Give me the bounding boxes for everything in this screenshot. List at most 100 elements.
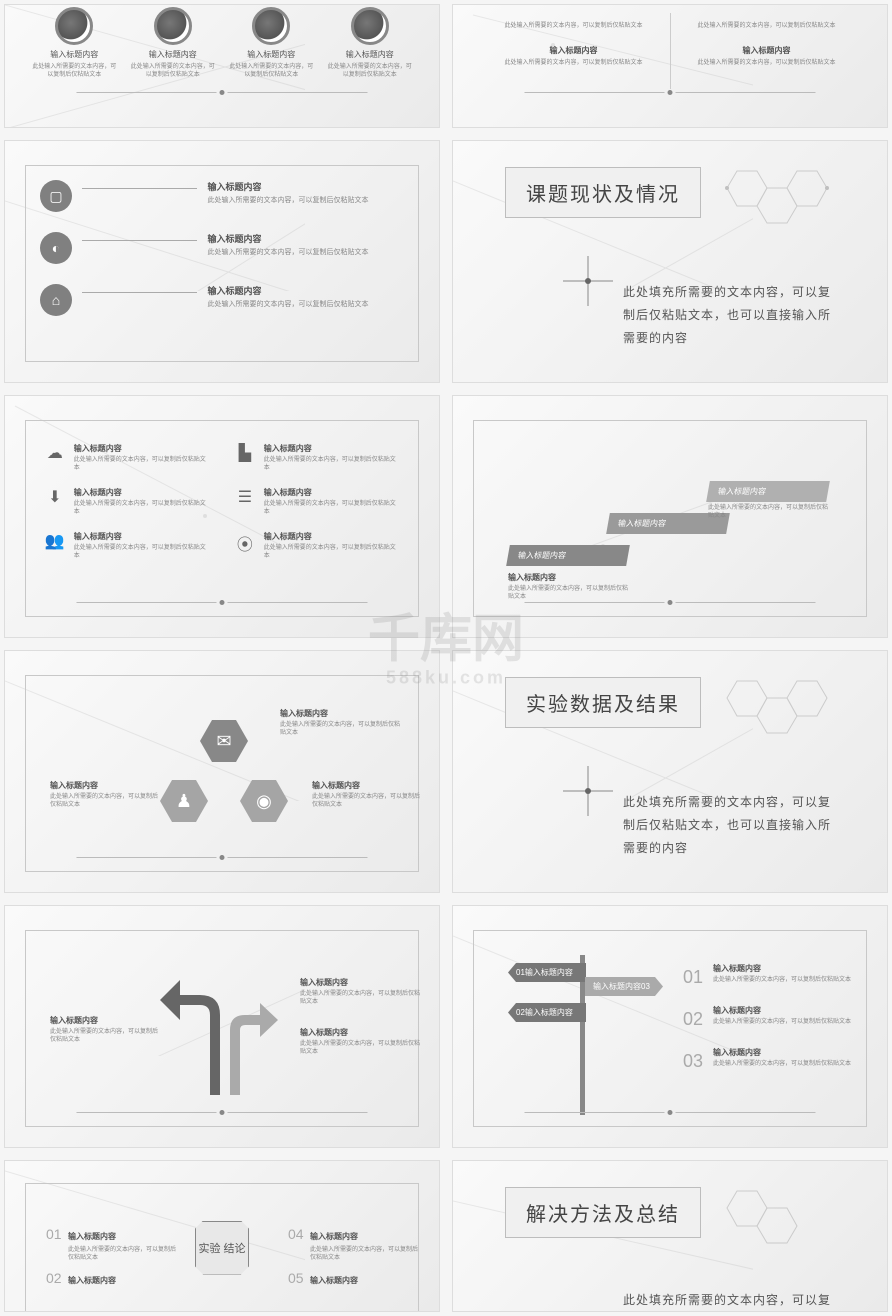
item-title: 输入标题内容 (264, 443, 400, 454)
num: 05 (288, 1270, 310, 1286)
num: 02 (46, 1270, 68, 1286)
slide-1: 输入标题内容此处输入所需要的文本内容，可以复制后仅粘贴文本 输入标题内容此处输入… (4, 4, 440, 128)
section-title: 解决方法及总结 (505, 1187, 701, 1238)
item-title: 输入标题内容 (264, 487, 400, 498)
item-body: 此处输入所需要的文本内容，可以复制后仅粘贴文本 (207, 248, 404, 258)
bulb-icon: ◐ (40, 232, 72, 264)
hex-title: 输入标题内容 (312, 780, 422, 791)
chart-icon: ▙ (234, 443, 256, 465)
center-badge: 实验 结论 (195, 1221, 249, 1275)
circle-icon (351, 7, 389, 45)
step-title: 输入标题内容 (508, 572, 628, 583)
item-title: 输入标题内容 (207, 284, 404, 297)
hexagon-cluster-icon (707, 1181, 847, 1271)
circle-icon (252, 7, 290, 45)
cloud-icon: ☁ (44, 443, 66, 465)
col-body: 此处输入所需要的文本内容，可以复制后仅粘贴文本 (487, 22, 660, 31)
item-title: 输入标题内容 (713, 963, 863, 974)
item-body: 此处输入所需要的文本内容，可以复制后仅粘贴文本 (74, 544, 210, 561)
item-title: 输入标题内容 (207, 180, 404, 193)
slide-12-section: 解决方法及总结 此处填充所需要的文本内容，可以复制后仅粘贴文本，也可以直接输入所… (452, 1160, 888, 1312)
col-title: 输入标题内容 (25, 49, 124, 60)
item-body: 此处输入所需要的文本内容，可以复制后仅粘贴文本 (74, 456, 210, 473)
item-title: 输入标题内容 (74, 443, 210, 454)
item-title: 输入标题内容 (310, 1276, 358, 1285)
split-arrows-icon (160, 975, 280, 1095)
item-title: 输入标题内容 (68, 1232, 116, 1241)
connector-icon (563, 761, 623, 821)
monitor-icon: ▢ (40, 180, 72, 212)
document-icon: ☰ (234, 487, 256, 509)
slide-5: ☁输入标题内容此处输入所需要的文本内容，可以复制后仅粘贴文本 ▙输入标题内容此处… (4, 395, 440, 638)
col-body: 此处输入所需要的文本内容，可以复制后仅粘贴文本 (680, 22, 853, 31)
item-body: 此处输入所需要的文本内容，可以复制后仅粘贴文本 (74, 500, 210, 517)
footer-divider (220, 90, 225, 95)
col-body: 此处输入所需要的文本内容，可以复制后仅粘贴文本 (222, 63, 321, 80)
item-body: 此处输入所需要的文本内容，可以复制后仅粘贴文本 (207, 196, 404, 206)
hexagon-cluster-icon (707, 671, 847, 761)
slide-9: 输入标题内容此处输入所需要的文本内容，可以复制后仅粘贴文本 输入标题内容此处输入… (4, 905, 440, 1148)
item-title: 输入标题内容 (310, 1232, 358, 1241)
col-body: 此处输入所需要的文本内容，可以复制后仅粘贴文本 (680, 59, 853, 68)
col-body: 此处输入所需要的文本内容，可以复制后仅粘贴文本 (25, 63, 124, 80)
slide-4-section: 课题现状及情况 此处填充所需要的文本内容，可以复制后仅粘贴文本，也可以直接输入所… (452, 140, 888, 383)
step-3: 输入标题内容输入标题内容此处输入所需要的文本内容，可以复制后仅粘贴文本 (708, 481, 828, 521)
arrow-title: 输入标题内容 (300, 1027, 420, 1038)
section-desc: 此处填充所需要的文本内容，可以复制后仅粘贴文本，也可以直接输入所需要的内容 (623, 791, 837, 859)
hex-body: 此处输入所需要的文本内容，可以复制后仅粘贴文本 (50, 793, 160, 810)
footer-divider (668, 90, 673, 95)
col-title: 输入标题内容 (680, 45, 853, 56)
item-body: 此处输入所需要的文本内容，可以复制后仅粘贴文本 (713, 976, 863, 984)
item-title: 输入标题内容 (713, 1047, 863, 1058)
section-title: 实验数据及结果 (505, 677, 701, 728)
item-title: 输入标题内容 (74, 487, 210, 498)
sign-left-1: 01输入标题内容 (508, 963, 586, 982)
step-bar: 输入标题内容 (506, 545, 630, 566)
people-icon: 👥 (44, 531, 66, 553)
item-body: 此处输入所需要的文本内容，可以复制后仅粘贴文本 (264, 544, 400, 561)
hexagon-person-icon: ♟ (160, 780, 208, 822)
item-body: 此处输入所需要的文本内容，可以复制后仅粘贴文本 (207, 300, 404, 310)
section-desc: 此处填充所需要的文本内容，可以复制后仅粘贴文本，也可以直接输入所需要的内容 (623, 281, 837, 349)
item-title: 输入标题内容 (68, 1276, 116, 1285)
vertical-divider (670, 13, 671, 89)
sign-right: 输入标题内容03 (585, 977, 663, 996)
item-body: 此处输入所需要的文本内容，可以复制后仅粘贴文本 (713, 1060, 863, 1068)
num: 01 (46, 1226, 68, 1242)
item-body: 此处输入所需要的文本内容，可以复制后仅粘贴文本 (264, 456, 400, 473)
section-title: 课题现状及情况 (505, 167, 701, 218)
slide-grid: 输入标题内容此处输入所需要的文本内容，可以复制后仅粘贴文本 输入标题内容此处输入… (4, 4, 888, 1312)
col-title: 输入标题内容 (321, 49, 420, 60)
slide-3: ▢ 输入标题内容此处输入所需要的文本内容，可以复制后仅粘贴文本 ◐ 输入标题内容此处… (4, 140, 440, 383)
item-title: 输入标题内容 (713, 1005, 863, 1016)
arrow-body: 此处输入所需要的文本内容，可以复制后仅粘贴文本 (50, 1028, 160, 1045)
hexagon-coins-icon: ◉ (240, 780, 288, 822)
col-title: 输入标题内容 (124, 49, 223, 60)
footer-divider (668, 1110, 673, 1115)
item-body: 此处输入所需要的文本内容，可以复制后仅粘贴文本 (310, 1246, 418, 1263)
num-01: 01 (683, 967, 703, 988)
col-title: 输入标题内容 (222, 49, 321, 60)
hex-body: 此处输入所需要的文本内容，可以复制后仅粘贴文本 (280, 721, 400, 738)
circle-icon (55, 7, 93, 45)
item-body: 此处输入所需要的文本内容，可以复制后仅粘贴文本 (713, 1018, 863, 1026)
step-1: 输入标题内容输入标题内容此处输入所需要的文本内容，可以复制后仅粘贴文本 (508, 545, 628, 602)
arrow-title: 输入标题内容 (50, 1015, 160, 1026)
connector-icon (563, 251, 623, 311)
hex-title: 输入标题内容 (280, 708, 400, 719)
item-body: 此处输入所需要的文本内容，可以复制后仅粘贴文本 (68, 1246, 176, 1263)
col-body: 此处输入所需要的文本内容，可以复制后仅粘贴文本 (124, 63, 223, 80)
slide-8-section: 实验数据及结果 此处填充所需要的文本内容，可以复制后仅粘贴文本，也可以直接输入所… (452, 650, 888, 893)
sign-left-2: 02输入标题内容 (508, 1003, 586, 1022)
download-icon: ⬇ (44, 487, 66, 509)
slide-2: 此处输入所需要的文本内容，可以复制后仅粘贴文本 输入标题内容 此处输入所需要的文… (452, 4, 888, 128)
footer-divider (668, 600, 673, 605)
slide-10: 01输入标题内容 输入标题内容03 02输入标题内容 01 输入标题内容此处输入… (452, 905, 888, 1148)
num-03: 03 (683, 1051, 703, 1072)
footer-divider (220, 855, 225, 860)
arrow-body: 此处输入所需要的文本内容，可以复制后仅粘贴文本 (300, 990, 420, 1007)
num-02: 02 (683, 1009, 703, 1030)
arrow-title: 输入标题内容 (300, 977, 420, 988)
step-bar: 输入标题内容 (706, 481, 830, 502)
circle-icon (154, 7, 192, 45)
